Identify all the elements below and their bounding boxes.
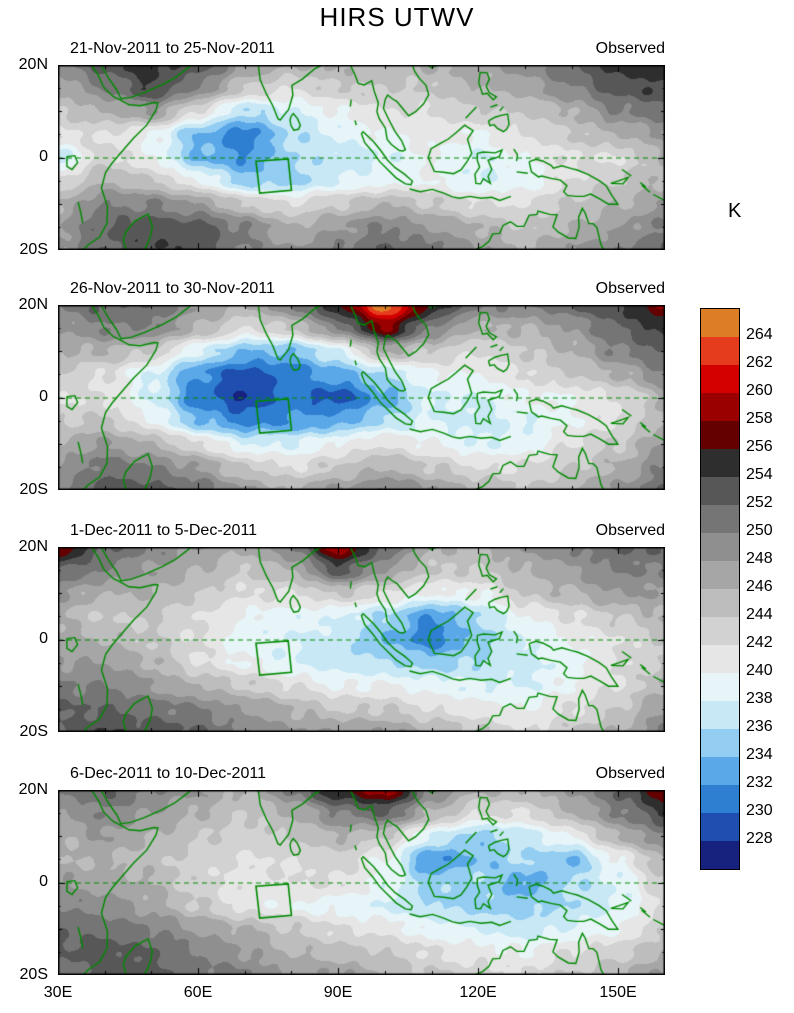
- colorbar-tick-label: 262: [746, 354, 773, 371]
- panel-3-y-axis: 20N 0 20S: [6, 538, 54, 740]
- colorbar-segment: [701, 757, 739, 785]
- colorbar-segment: [701, 505, 739, 533]
- colorbar-segment: [701, 841, 739, 869]
- panel-3-ytick-0: 0: [39, 630, 48, 647]
- colorbar: [700, 308, 740, 870]
- colorbar-tick-label: 256: [746, 438, 773, 455]
- panel-1-y-axis: 20N 0 20S: [6, 56, 54, 258]
- colorbar-tick-label: 244: [746, 606, 773, 623]
- colorbar-segment: [701, 309, 739, 337]
- panel-1-header: 21-Nov-2011 to 25-Nov-2011 Observed: [58, 40, 665, 58]
- xtick-120e: 120E: [459, 984, 497, 1001]
- panel-2-ytick-0: 0: [39, 388, 48, 405]
- xtick-60e: 60E: [183, 984, 213, 1001]
- panel-3-source-label: Observed: [595, 522, 665, 539]
- panel-1-source-label: Observed: [595, 40, 665, 57]
- panel-4-ytick-0: 0: [39, 873, 48, 890]
- colorbar-segment: [701, 337, 739, 365]
- colorbar-tick-label: 240: [746, 662, 773, 679]
- panel-4-header: 6-Dec-2011 to 10-Dec-2011 Observed: [58, 765, 665, 783]
- panel-4-source-label: Observed: [595, 765, 665, 782]
- panel-1-ytick-0: 0: [39, 148, 48, 165]
- xtick-150e: 150E: [599, 984, 637, 1001]
- panel-3-header: 1-Dec-2011 to 5-Dec-2011 Observed: [58, 522, 665, 540]
- panel-3-date-range: 1-Dec-2011 to 5-Dec-2011: [70, 522, 258, 539]
- colorbar-segment: [701, 729, 739, 757]
- colorbar-segment: [701, 701, 739, 729]
- colorbar-tick-label: 232: [746, 774, 773, 791]
- map-panel-2: [58, 305, 665, 490]
- colorbar-tick-label: 234: [746, 746, 773, 763]
- panel-1-ytick-20n: 20N: [18, 56, 48, 73]
- xtick-90e: 90E: [323, 984, 353, 1001]
- colorbar-segment: [701, 673, 739, 701]
- colorbar-tick-label: 248: [746, 550, 773, 567]
- colorbar-segment: [701, 477, 739, 505]
- colorbar-segment: [701, 365, 739, 393]
- panel-2-ytick-20n: 20N: [18, 296, 48, 313]
- colorbar-tick-label: 258: [746, 410, 773, 427]
- panel-4-ytick-20n: 20N: [18, 781, 48, 798]
- panel-4-y-axis: 20N 0 20S: [6, 781, 54, 983]
- colorbar-labels: 264 262 260 258 256 254 252 250 248 246 244 242 240 2…: [746, 308, 792, 868]
- colorbar-segment: [701, 393, 739, 421]
- figure-title: HIRS UTWV: [319, 2, 475, 32]
- colorbar-tick-label: 264: [746, 326, 773, 343]
- panel-3-ytick-20s: 20S: [19, 723, 48, 740]
- colorbar-segment: [701, 449, 739, 477]
- panel-1-ytick-20s: 20S: [19, 241, 48, 258]
- x-axis-labels: 30E 60E 90E 120E 150E: [44, 984, 665, 1006]
- colorbar-segment: [701, 617, 739, 645]
- colorbar-tick-label: 260: [746, 382, 773, 399]
- map-panel-4: [58, 790, 665, 975]
- colorbar-tick-label: 242: [746, 634, 773, 651]
- panel-1-date-range: 21-Nov-2011 to 25-Nov-2011: [70, 40, 275, 57]
- colorbar-tick-label: 238: [746, 690, 773, 707]
- panel-2-source-label: Observed: [595, 280, 665, 297]
- colorbar-tick-label: 236: [746, 718, 773, 735]
- map-panel-1: [58, 65, 665, 250]
- colorbar-tick-label: 252: [746, 494, 773, 511]
- colorbar-tick-label: 246: [746, 578, 773, 595]
- colorbar-segment: [701, 645, 739, 673]
- colorbar-segment: [701, 813, 739, 841]
- xtick-30e: 30E: [43, 984, 73, 1001]
- colorbar-segment: [701, 589, 739, 617]
- colorbar-tick-label: 228: [746, 830, 773, 847]
- panel-2-ytick-20s: 20S: [19, 481, 48, 498]
- panel-4-ytick-20s: 20S: [19, 966, 48, 983]
- colorbar-tick-label: 250: [746, 522, 773, 539]
- map-panel-3: [58, 547, 665, 732]
- panel-2-date-range: 26-Nov-2011 to 30-Nov-2011: [70, 280, 275, 297]
- colorbar-tick-label: 254: [746, 466, 773, 483]
- panel-2-header: 26-Nov-2011 to 30-Nov-2011 Observed: [58, 280, 665, 298]
- colorbar-segment: [701, 785, 739, 813]
- colorbar-unit-label: K: [728, 200, 742, 222]
- colorbar-segment: [701, 421, 739, 449]
- panel-3-ytick-20n: 20N: [18, 538, 48, 555]
- colorbar-segment: [701, 533, 739, 561]
- colorbar-tick-label: 230: [746, 802, 773, 819]
- panel-2-y-axis: 20N 0 20S: [6, 296, 54, 498]
- panel-4-date-range: 6-Dec-2011 to 10-Dec-2011: [70, 765, 266, 782]
- colorbar-segment: [701, 561, 739, 589]
